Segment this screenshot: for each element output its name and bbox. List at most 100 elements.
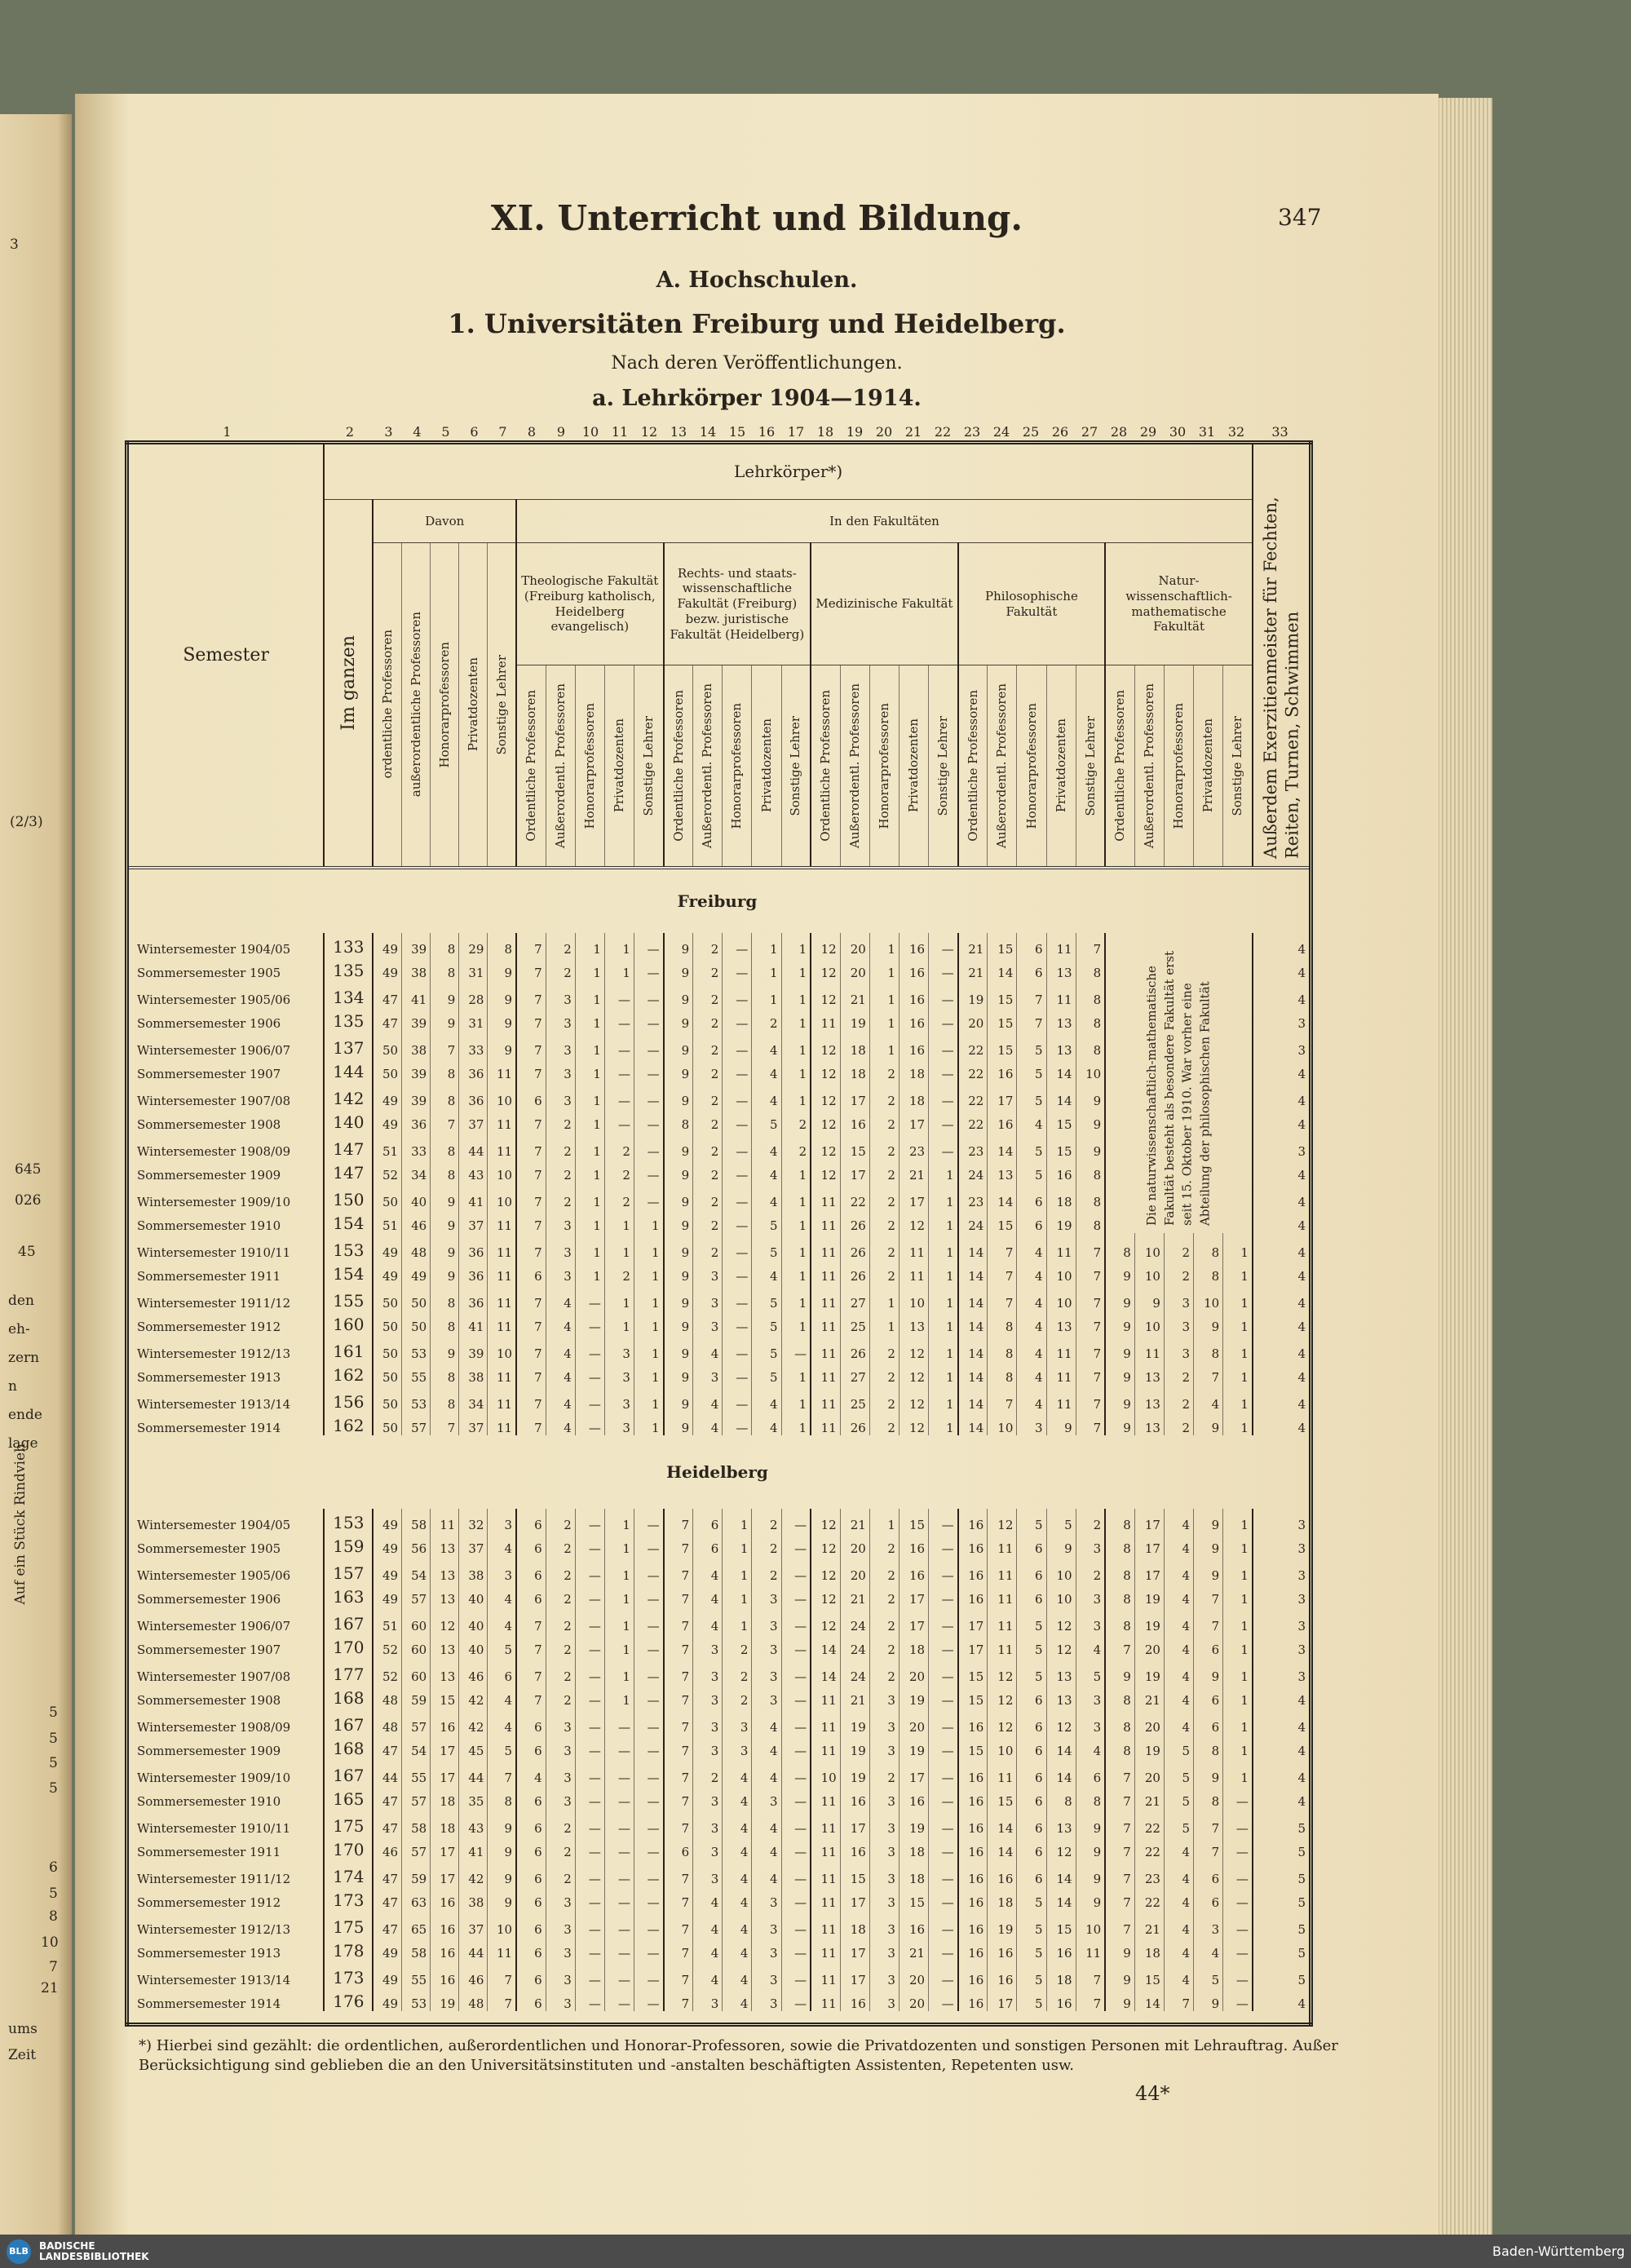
value-cell: 14 xyxy=(1045,1859,1076,1886)
value-cell: 22 xyxy=(1134,1886,1165,1910)
value-cell: 3 xyxy=(1193,1909,1223,1937)
value-cell: 17 xyxy=(430,1835,459,1859)
value-cell: 11 xyxy=(810,1859,841,1886)
value-cell: 4 xyxy=(1251,1283,1311,1311)
value-cell: 10 xyxy=(1045,1582,1076,1607)
value-cell: 3 xyxy=(692,1310,723,1334)
value-cell: 11 xyxy=(810,1182,841,1209)
value-cell: 14 xyxy=(1045,1734,1076,1758)
value-cell: 12 xyxy=(810,1606,841,1634)
value-cell: 4 xyxy=(1251,956,1311,980)
value-cell: 4 xyxy=(1251,1259,1311,1284)
value-cell: — xyxy=(1222,1960,1253,1987)
value-cell: 50 xyxy=(401,1310,431,1334)
value-cell: 8 xyxy=(1075,1182,1106,1209)
value-cell: 16 xyxy=(898,1006,929,1031)
value-cell: 10 xyxy=(1134,1259,1165,1284)
value-cell: 5 xyxy=(1016,1030,1046,1058)
section: A. Hochschulen. xyxy=(656,267,858,293)
value-cell: 3 xyxy=(603,1411,634,1435)
value-cell: — xyxy=(722,1259,752,1284)
value-cell: 14 xyxy=(1045,1757,1076,1785)
value-cell: 22 xyxy=(1134,1808,1165,1836)
value-cell: 13 xyxy=(1134,1411,1165,1435)
value-cell: 1 xyxy=(780,1158,811,1183)
value-cell: 4 xyxy=(751,1131,782,1159)
value-cell: 26 xyxy=(839,1209,870,1233)
value-cell: 42 xyxy=(458,1859,488,1886)
value-cell: 2 xyxy=(692,1081,723,1108)
value-cell: 9 xyxy=(1075,1131,1106,1159)
rotated-label: Sonstige Lehrer xyxy=(935,715,950,816)
total-cell: 170 xyxy=(323,1835,373,1859)
value-cell: 4 xyxy=(1251,1057,1311,1081)
data-row: Sommersemester 1909 168 47 54 17 45 5 6 3— — —7 3 3 4… xyxy=(127,1734,1311,1758)
value-cell: 12 xyxy=(1045,1606,1076,1634)
value-cell: 17 xyxy=(898,1582,929,1607)
data-row: Sommersemester 1907 144 50 39 8 36 11 7 3 1— —9 2—4… xyxy=(127,1057,1311,1081)
value-cell: 5 xyxy=(1251,1859,1311,1886)
value-cell: 9 xyxy=(487,1835,517,1859)
value-cell: 21 xyxy=(839,1508,870,1532)
value-cell: 4 xyxy=(1163,1508,1194,1532)
value-cell: 47 xyxy=(372,1006,402,1031)
value-cell: 42 xyxy=(458,1707,488,1735)
value-cell: 8 xyxy=(1075,1209,1106,1233)
value-cell: 9 xyxy=(1193,1411,1223,1435)
value-cell: 6 xyxy=(1193,1633,1223,1657)
data-row: Sommersemester 1905 135 49 38 8 31 9 7 2 1 1—9 2—1 1… xyxy=(127,956,1311,980)
total-header: Im ganzen xyxy=(323,499,373,869)
value-cell: 12 xyxy=(810,1081,841,1108)
value-cell: 14 xyxy=(957,1360,988,1385)
value-cell: 5 xyxy=(1016,1158,1046,1183)
column-number: 19 xyxy=(846,423,864,440)
value-cell: 5 xyxy=(1251,1835,1311,1859)
value-cell: 7 xyxy=(515,1656,546,1684)
value-cell: 3 xyxy=(751,1784,782,1809)
value-cell: 20 xyxy=(1134,1757,1165,1785)
column-number: 33 xyxy=(1271,423,1288,440)
value-cell: 5 xyxy=(1163,1757,1194,1785)
column-header: Ordentliche Professoren xyxy=(1104,665,1135,869)
value-cell: 11 xyxy=(810,1987,841,2011)
value-cell: 7 xyxy=(662,1886,693,1910)
value-cell: 4 xyxy=(722,1757,752,1785)
value-cell: 10 xyxy=(1045,1283,1076,1311)
value-cell: 46 xyxy=(458,1960,488,1987)
value-cell: 1 xyxy=(928,1384,958,1412)
value-cell: 16 xyxy=(898,1555,929,1583)
semester: Sommersemester 1914 xyxy=(137,1996,281,2011)
value-cell: 2 xyxy=(869,1259,899,1284)
value-cell: 36 xyxy=(401,1107,431,1132)
value-cell: — xyxy=(722,1384,752,1412)
value-cell: 1 xyxy=(1222,1734,1253,1758)
value-cell: 19 xyxy=(839,1734,870,1758)
value-cell: 1 xyxy=(928,1209,958,1233)
value-cell: 7 xyxy=(662,1936,693,1961)
value-cell: 9 xyxy=(1193,1656,1223,1684)
value-cell: 14 xyxy=(957,1333,988,1361)
value-cell: 2 xyxy=(751,1006,782,1031)
column-header: Privatdozenten xyxy=(1193,665,1223,869)
value-cell: 9 xyxy=(662,1030,693,1058)
value-cell: 3 xyxy=(487,1508,517,1532)
value-cell: 14 xyxy=(957,1259,988,1284)
semester: Sommersemester 1911 xyxy=(137,1268,281,1284)
header-row: Im ganzen Davon In den Fakultäten xyxy=(127,499,1311,869)
value-cell: 7 xyxy=(1075,1411,1106,1435)
value-cell: 47 xyxy=(372,1784,402,1809)
value-cell: — xyxy=(780,1808,811,1836)
value-cell: 20 xyxy=(1134,1707,1165,1735)
value-cell: 1 xyxy=(633,1209,664,1233)
value-cell: — xyxy=(1222,1859,1253,1886)
value-cell: 5 xyxy=(751,1209,782,1233)
value-cell: 27 xyxy=(839,1360,870,1385)
value-cell: 16 xyxy=(898,1909,929,1937)
section-row: Heidelberg xyxy=(127,1435,1311,1509)
total-cell: 140 xyxy=(323,1107,373,1132)
column-number: 4 xyxy=(413,423,422,440)
value-cell: 55 xyxy=(401,1960,431,1987)
column-header: Sonstige Lehrer xyxy=(633,665,664,869)
value-cell: 3 xyxy=(545,1987,576,2011)
value-cell: 9 xyxy=(487,1030,517,1058)
